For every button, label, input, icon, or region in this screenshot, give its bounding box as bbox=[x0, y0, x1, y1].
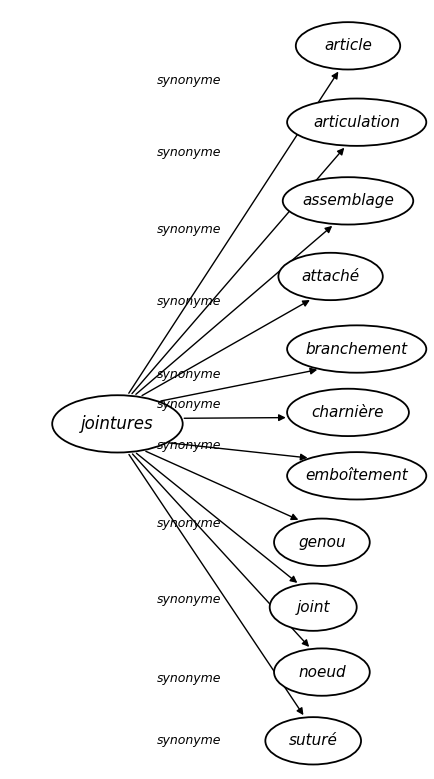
Text: charnière: charnière bbox=[311, 405, 383, 420]
Text: synonyme: synonyme bbox=[156, 223, 220, 235]
Text: articulation: articulation bbox=[312, 115, 399, 129]
Ellipse shape bbox=[273, 648, 369, 696]
Text: attaché: attaché bbox=[301, 269, 359, 284]
Text: jointures: jointures bbox=[81, 415, 153, 433]
Text: assemblage: assemblage bbox=[301, 193, 393, 208]
Text: synonyme: synonyme bbox=[156, 735, 220, 747]
Text: synonyme: synonyme bbox=[156, 295, 220, 308]
Text: synonyme: synonyme bbox=[156, 368, 220, 381]
Text: synonyme: synonyme bbox=[156, 671, 220, 685]
Ellipse shape bbox=[286, 452, 425, 499]
Text: synonyme: synonyme bbox=[156, 593, 220, 606]
Ellipse shape bbox=[295, 22, 399, 69]
Text: synonyme: synonyme bbox=[156, 516, 220, 530]
Text: suturé: suturé bbox=[288, 733, 337, 749]
Text: genou: genou bbox=[297, 534, 345, 550]
Text: joint: joint bbox=[296, 600, 329, 615]
Ellipse shape bbox=[273, 519, 369, 566]
Text: noeud: noeud bbox=[297, 664, 345, 679]
Ellipse shape bbox=[52, 395, 182, 453]
Text: synonyme: synonyme bbox=[156, 74, 220, 86]
Text: synonyme: synonyme bbox=[156, 146, 220, 159]
Text: branchement: branchement bbox=[305, 341, 407, 357]
Ellipse shape bbox=[282, 177, 412, 224]
Ellipse shape bbox=[269, 583, 356, 631]
Ellipse shape bbox=[278, 253, 382, 300]
Text: article: article bbox=[323, 38, 371, 53]
Ellipse shape bbox=[286, 326, 425, 372]
Ellipse shape bbox=[265, 717, 360, 764]
Text: synonyme: synonyme bbox=[156, 398, 220, 411]
Text: emboîtement: emboîtement bbox=[305, 468, 407, 483]
Ellipse shape bbox=[286, 389, 408, 436]
Text: synonyme: synonyme bbox=[156, 439, 220, 452]
Ellipse shape bbox=[286, 98, 425, 146]
